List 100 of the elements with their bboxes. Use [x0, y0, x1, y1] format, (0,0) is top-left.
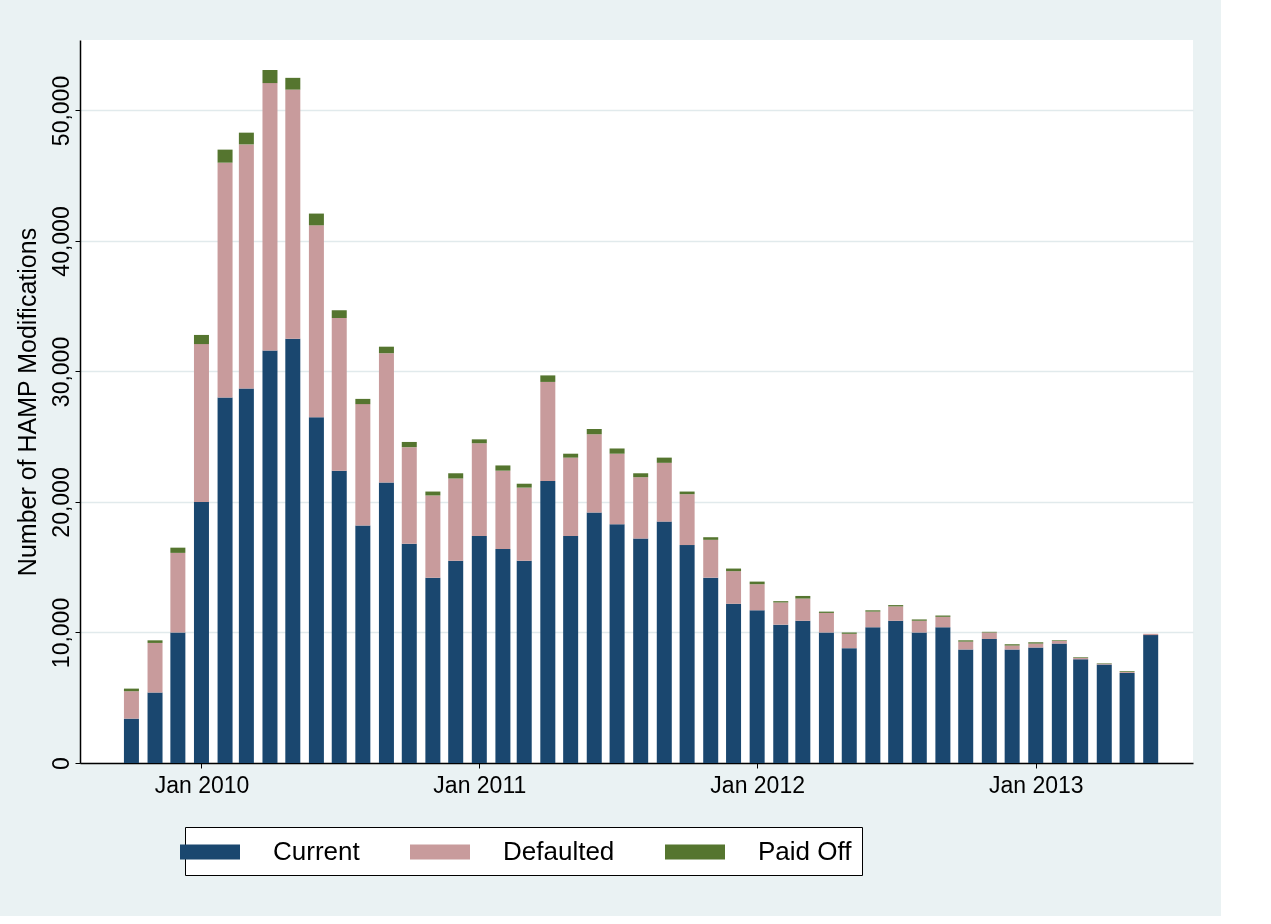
bar: [911, 620, 927, 633]
bar: [331, 470, 347, 763]
bar: [401, 447, 417, 544]
bar: [1051, 643, 1067, 763]
legend-label: Defaulted: [503, 836, 615, 866]
bar: [425, 577, 441, 763]
bar: [540, 381, 556, 482]
bar: [609, 448, 625, 454]
legend-label: Current: [273, 836, 361, 866]
bar: [471, 443, 487, 536]
bar: [795, 620, 811, 763]
bar: [911, 632, 927, 763]
bar: [217, 397, 233, 763]
bar: [888, 620, 904, 763]
x-tick-label: Jan 2011: [433, 771, 527, 798]
bar: [586, 428, 602, 435]
bar: [540, 481, 556, 763]
bar: [401, 543, 417, 763]
bar: [331, 310, 347, 318]
bar: [773, 602, 789, 625]
bar: [679, 494, 695, 546]
bar: [841, 648, 857, 763]
bar: [656, 521, 672, 763]
bar: [238, 144, 254, 389]
bar: [888, 606, 904, 621]
bar: [217, 149, 233, 163]
bar: [609, 524, 625, 763]
bar: [285, 77, 301, 90]
bar: [238, 132, 254, 145]
bar: [355, 404, 371, 526]
bar: [123, 691, 139, 719]
bar: [123, 718, 139, 763]
x-tick-label: Jan 2013: [988, 771, 1084, 798]
y-tick-label: 0: [47, 757, 74, 770]
bar: [586, 434, 602, 513]
bar: [749, 610, 765, 763]
bar: [1004, 649, 1020, 763]
bar: [656, 462, 672, 522]
y-tick-label: 20,000: [47, 467, 74, 538]
bar: [516, 560, 532, 763]
bar: [703, 537, 719, 540]
bar: [170, 547, 186, 553]
bar: [516, 487, 532, 561]
bar: [378, 353, 394, 483]
bar: [703, 539, 719, 578]
bar: [448, 560, 464, 763]
bar: [586, 512, 602, 763]
bar: [147, 692, 163, 763]
bar: [355, 398, 371, 405]
bar: [378, 346, 394, 354]
bar: [1028, 647, 1044, 763]
legend-label: Paid Off: [758, 836, 853, 866]
bar: [958, 649, 974, 763]
bar: [726, 603, 742, 763]
bar: [378, 482, 394, 763]
bar: [679, 545, 695, 763]
bar: [147, 642, 163, 693]
bar: [331, 317, 347, 471]
y-tick-label: 30,000: [47, 336, 74, 408]
bar: [563, 453, 579, 458]
bar: [1143, 635, 1159, 763]
bar: [495, 548, 511, 763]
bar: [818, 612, 834, 633]
bar: [516, 483, 532, 488]
bar: [633, 473, 649, 478]
bar: [749, 584, 765, 611]
bar: [401, 441, 417, 448]
bar: [1073, 659, 1089, 763]
bar: [726, 571, 742, 604]
bar: [609, 453, 625, 525]
bar: [308, 225, 324, 418]
bar: [818, 632, 834, 763]
bar: [238, 388, 254, 763]
bar: [865, 627, 881, 763]
bar: [981, 632, 997, 640]
bar: [633, 538, 649, 763]
bar: [285, 89, 301, 339]
y-tick-label: 40,000: [47, 206, 74, 277]
bar: [841, 633, 857, 649]
bar: [495, 465, 511, 471]
bar: [1028, 643, 1044, 648]
bar: [471, 535, 487, 763]
bar: [355, 525, 371, 763]
bar: [471, 439, 487, 444]
bar: [935, 627, 951, 763]
bar: [1096, 664, 1112, 763]
bar: [170, 552, 186, 633]
bar: [193, 344, 209, 502]
bar: [425, 495, 441, 578]
bar: [958, 641, 974, 650]
bar: [308, 417, 324, 763]
bar: [795, 598, 811, 621]
bar: [495, 470, 511, 549]
bar: [563, 535, 579, 763]
bar: [633, 477, 649, 539]
y-axis-title: Number of HAMP Modifications: [12, 227, 41, 577]
bar: [795, 595, 811, 599]
y-tick-label: 50,000: [47, 75, 74, 147]
bar: [147, 640, 163, 643]
bar: [262, 83, 278, 351]
